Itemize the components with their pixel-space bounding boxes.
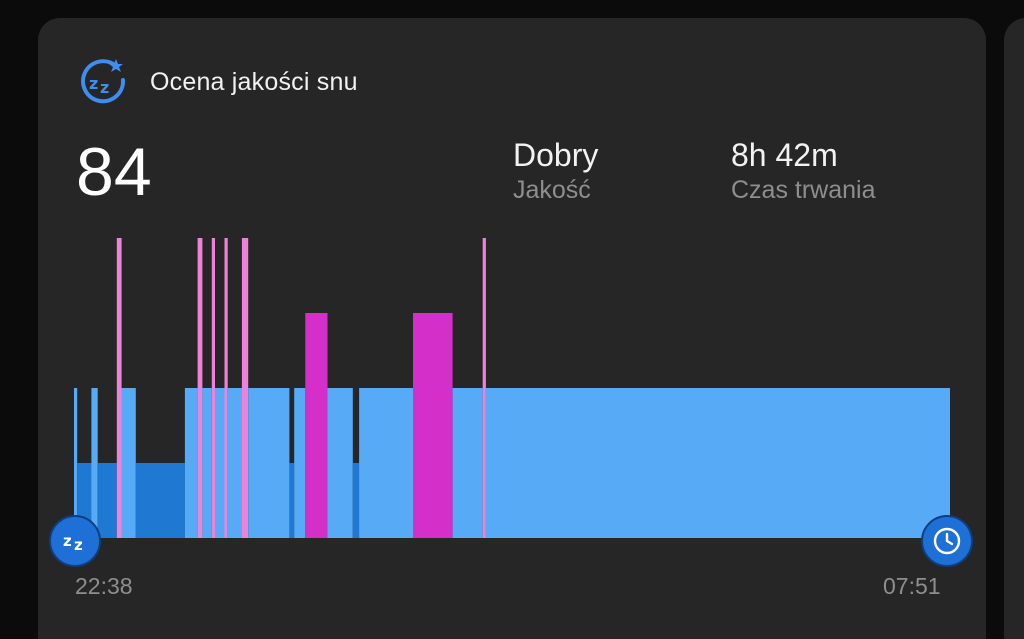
stage-segment-awake — [197, 238, 203, 538]
stage-segment-awake — [116, 238, 122, 538]
svg-text:z: z — [63, 532, 72, 550]
stage-segment-light — [215, 388, 225, 538]
stage-segment-deep — [352, 463, 360, 538]
quality-value: Dobry — [513, 137, 599, 173]
stage-segment-awake — [241, 238, 249, 538]
duration-value: 8h 42m — [731, 137, 838, 173]
stage-segment-light — [202, 388, 212, 538]
stage-segment-light — [327, 388, 353, 538]
card-title: Ocena jakości snu — [150, 67, 358, 96]
sleep-score-value: 84 — [76, 134, 152, 210]
stage-segment-light — [485, 388, 950, 538]
stage-segment-light — [359, 388, 413, 538]
card-header: z z Ocena jakości snu — [78, 56, 358, 108]
stage-segment-awake — [211, 238, 215, 538]
stage-segment-awake — [224, 238, 228, 538]
duration-metric: 8h 42m Czas trwania — [731, 136, 876, 205]
sleep-zz-star-icon: z z — [81, 59, 126, 104]
stage-segment-light — [74, 388, 78, 538]
quality-label: Jakość — [513, 176, 591, 205]
wake-time-marker — [921, 515, 973, 567]
stage-segment-rem — [305, 313, 328, 538]
stage-segment-light — [184, 388, 198, 538]
duration-label: Czas trwania — [731, 176, 876, 205]
stage-segment-deep — [135, 463, 185, 538]
quality-metric: Dobry Jakość — [513, 136, 598, 205]
stage-segment-light — [248, 388, 290, 538]
sleep-score-card[interactable]: z z Ocena jakości snu 84 Dobry Jakość 8h… — [38, 18, 986, 639]
stage-segment-awake — [482, 238, 486, 538]
stage-segment-light — [227, 388, 242, 538]
stage-segment-light — [121, 388, 136, 538]
sleep-stages-chart — [74, 238, 950, 538]
sleep-start-time: 22:38 — [75, 573, 133, 599]
stage-segment-rem — [413, 313, 453, 538]
sleep-start-marker: z z — [49, 515, 101, 567]
sleep-zz-icon: z z — [63, 532, 83, 554]
next-card-edge[interactable] — [1004, 18, 1024, 639]
clock-icon — [933, 527, 961, 555]
svg-text:z: z — [100, 78, 109, 97]
stage-segment-deep — [289, 463, 295, 538]
wake-end-time: 07:51 — [883, 573, 941, 599]
stage-segment-light — [91, 388, 98, 538]
stage-segment-light — [452, 388, 483, 538]
stage-segment-light — [294, 388, 306, 538]
svg-text:z: z — [89, 74, 98, 93]
svg-text:z: z — [74, 536, 83, 554]
stage-segment-deep — [97, 463, 117, 538]
